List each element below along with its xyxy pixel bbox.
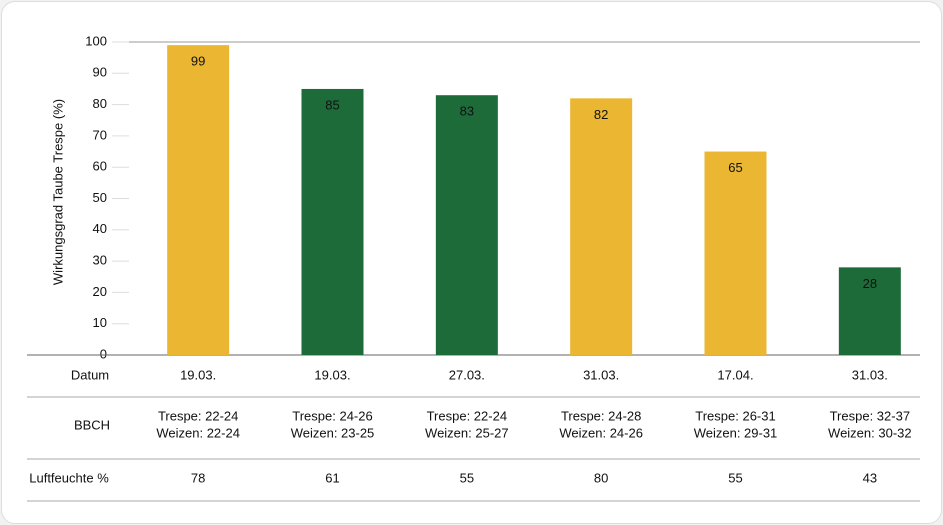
bar	[570, 98, 633, 355]
y-tick-label: 70	[93, 127, 107, 142]
bbch-cell: Trespe: 24-26	[292, 408, 372, 423]
value-label: 65	[728, 160, 742, 175]
bbch-cell: Weizen: 30-32	[828, 425, 912, 440]
humidity-cell: 55	[460, 470, 474, 485]
humidity-cell: 78	[191, 470, 205, 485]
row-label: Luftfeuchte %	[29, 470, 109, 485]
y-tick-label: 50	[93, 190, 107, 205]
y-tick-label: 90	[93, 65, 107, 80]
bbch-cell: Weizen: 22-24	[156, 425, 240, 440]
y-tick-label: 60	[93, 159, 107, 174]
value-label: 82	[594, 107, 608, 122]
x-tick-label: 17.04.	[717, 367, 753, 382]
y-tick-label: 80	[93, 96, 107, 111]
bbch-cell: Trespe: 22-24	[158, 408, 238, 423]
bbch-cell: Trespe: 24-28	[561, 408, 641, 423]
bar	[435, 95, 498, 356]
bar	[167, 45, 230, 355]
bbch-cell: Weizen: 25-27	[425, 425, 509, 440]
humidity-cell: 61	[325, 470, 339, 485]
value-label: 99	[191, 54, 205, 69]
bbch-cell: Weizen: 24-26	[559, 425, 643, 440]
value-label: 85	[325, 97, 339, 112]
y-tick-label: 20	[93, 284, 107, 299]
bbch-cell: Weizen: 23-25	[291, 425, 375, 440]
humidity-cell: 43	[863, 470, 877, 485]
value-label: 28	[863, 276, 877, 291]
x-tick-label: 19.03.	[314, 367, 350, 382]
row-label: BBCH	[74, 417, 110, 432]
x-tick-label: 27.03.	[449, 367, 485, 382]
x-tick-label: 31.03.	[852, 367, 888, 382]
bbch-cell: Trespe: 22-24	[427, 408, 507, 423]
y-tick-label: 40	[93, 221, 107, 236]
row-label: Datum	[71, 367, 109, 382]
y-tick-label: 0	[100, 346, 107, 361]
bbch-cell: Trespe: 32-37	[830, 408, 910, 423]
value-label: 83	[460, 104, 474, 119]
humidity-cell: 80	[594, 470, 608, 485]
y-tick-label: 100	[85, 33, 107, 48]
y-tick-label: 10	[93, 315, 107, 330]
y-tick-label: 30	[93, 253, 107, 268]
bar	[301, 88, 364, 355]
bbch-cell: Trespe: 26-31	[695, 408, 775, 423]
bbch-cell: Weizen: 29-31	[694, 425, 778, 440]
bar	[704, 151, 767, 355]
x-tick-label: 19.03.	[180, 367, 216, 382]
humidity-cell: 55	[728, 470, 742, 485]
y-axis-label: Wirkungsgrad Taube Trespe (%)	[50, 99, 65, 285]
bar	[838, 267, 901, 355]
x-tick-label: 31.03.	[583, 367, 619, 382]
